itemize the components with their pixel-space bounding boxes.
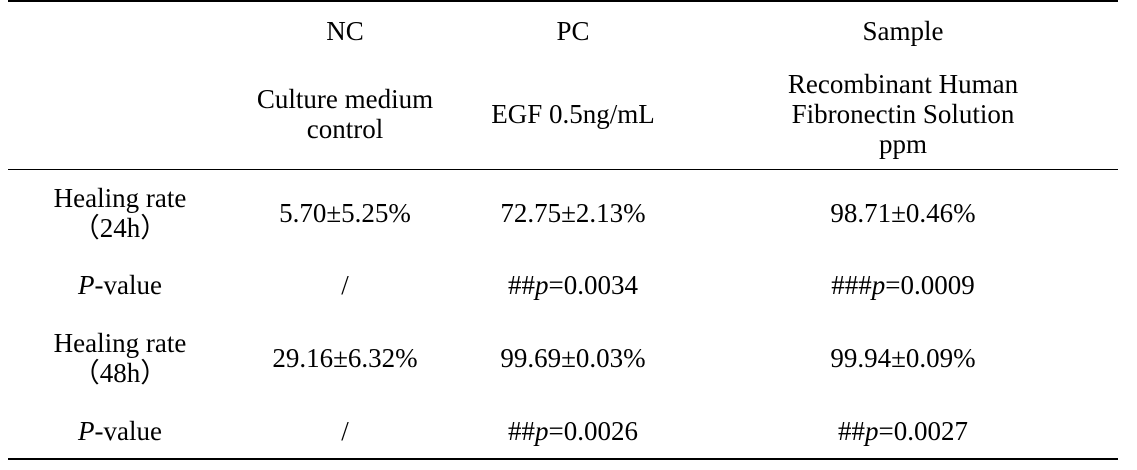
group-header-row: NC PC Sample (8, 0, 1118, 59)
row-label-pvalue-48h: P-value (8, 403, 232, 460)
corner-cell-sub (8, 59, 232, 169)
row-label-healing-48h-line1: Healing rate (53, 328, 187, 358)
sub-header-sample: Recombinant Human Fibronectin Solution p… (688, 59, 1118, 169)
group-header-sample: Sample (688, 0, 1118, 59)
cell-pc-pvalue-48h-p: p (535, 415, 549, 446)
row-label-pvalue-48h-rest: -value (94, 415, 162, 446)
sub-header-pc: EGF 0.5ng/mL (458, 59, 688, 169)
sub-header-nc: Culture medium control (232, 59, 458, 169)
cell-pc-pvalue-24h-suffix: =0.0034 (548, 270, 638, 300)
cell-pc-healing-48h: 99.69±0.03% (500, 343, 646, 373)
group-header-nc: NC (232, 0, 458, 59)
cell-nc-healing-24h: 5.70±5.25% (232, 168, 458, 257)
cell-sample-healing-48h: 99.94±0.09% (830, 343, 976, 373)
cell-sample-pvalue-48h-suffix: =0.0027 (878, 415, 968, 446)
cell-pc-healing-24h: 72.75±2.13% (458, 168, 688, 257)
table-row-pvalue-24h: P-value / ##p=0.0034 ###p=0.0009 (8, 257, 1118, 313)
cell-pc-pvalue-24h: ##p=0.0034 (458, 257, 688, 313)
row-label-pvalue-24h-italic: P (78, 270, 95, 300)
row-label-healing-24h-line2: （24h） (72, 213, 168, 244)
cell-pc-pvalue-48h: ##p=0.0026 (458, 403, 688, 460)
row-label-healing-48h-line2: （48h） (72, 358, 168, 388)
cell-sample-pvalue-48h: ##p=0.0027 (688, 403, 1118, 460)
cell-sample-healing-24h: 98.71±0.46% (688, 168, 1118, 257)
sub-header-nc-line2: control (306, 113, 384, 144)
healing-rate-table: NC PC Sample Culture medium control EGF … (8, 0, 1118, 460)
cell-sample-pvalue-48h-p: p (865, 415, 879, 446)
cell-pc-pvalue-48h-suffix: =0.0026 (548, 415, 638, 446)
cell-sample-pvalue-24h: ###p=0.0009 (688, 257, 1118, 313)
cell-sample-pvalue-24h-suffix: =0.0009 (885, 270, 975, 300)
sub-header-sample-line3: ppm (878, 128, 927, 159)
table-row-healing-24h: Healing rate （24h） 5.70±5.25% 72.75±2.13… (8, 168, 1118, 257)
cell-nc-pvalue-48h: / (232, 403, 458, 460)
row-label-pvalue-48h-italic: P (78, 415, 95, 446)
table-row-healing-48h: Healing rate （48h） 29.16±6.32% 99.69±0.0… (8, 313, 1118, 403)
cell-nc-healing-48h: 29.16±6.32% (272, 343, 418, 373)
cell-sample-pvalue-48h-prefix: ## (838, 415, 865, 446)
row-label-healing-24h-line1: Healing rate (53, 183, 187, 214)
sub-header-pc-line1: EGF 0.5ng/mL (491, 98, 655, 129)
cell-sample-pvalue-24h-prefix: ### (831, 270, 872, 300)
corner-cell (8, 0, 232, 59)
cell-nc-pvalue-24h: / (341, 270, 349, 300)
sub-header-sample-line1: Recombinant Human (787, 68, 1019, 99)
sub-header-sample-line2: Fibronectin Solution (791, 98, 1015, 129)
cell-pc-pvalue-48h-prefix: ## (508, 415, 535, 446)
row-label-pvalue-24h: P-value (8, 257, 232, 313)
row-label-healing-24h: Healing rate （24h） (8, 168, 232, 257)
cell-pc-pvalue-24h-p: p (535, 270, 549, 300)
sub-header-row: Culture medium control EGF 0.5ng/mL Reco… (8, 59, 1118, 169)
sub-header-nc-line1: Culture medium (256, 83, 434, 114)
cell-sample-pvalue-24h-p: p (871, 270, 886, 300)
table-row-pvalue-48h: P-value / ##p=0.0026 ##p=0.0027 (8, 403, 1118, 460)
row-label-pvalue-24h-rest: -value (94, 270, 162, 300)
row-label-healing-48h: Healing rate （48h） (8, 313, 232, 403)
cell-pc-pvalue-24h-prefix: ## (508, 270, 535, 300)
group-header-pc: PC (458, 0, 688, 59)
